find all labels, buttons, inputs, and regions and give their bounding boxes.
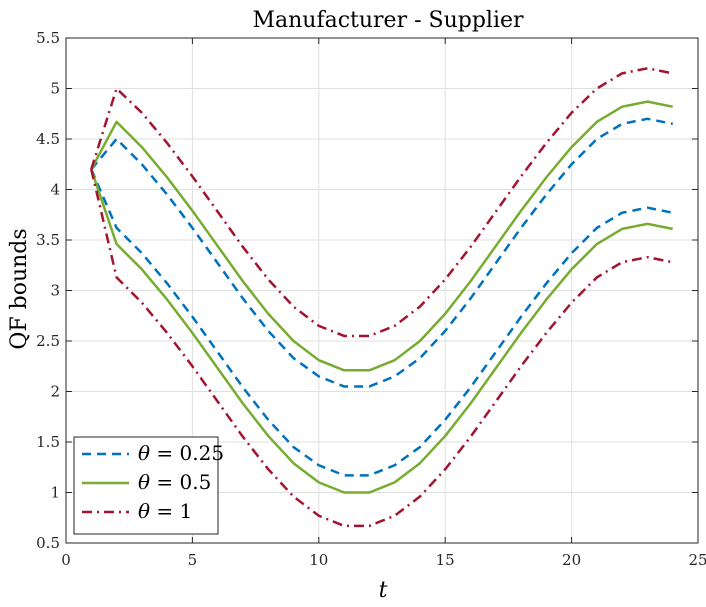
x-tick-label: 15 xyxy=(436,551,455,569)
series-line-3-lower xyxy=(90,169,673,528)
legend-value: = 0.5 xyxy=(150,470,211,494)
y-tick-label: 2 xyxy=(50,383,60,401)
legend-symbol: θ xyxy=(138,441,150,465)
x-tick-label: 0 xyxy=(61,551,71,569)
legend: θ = 0.25θ = 0.5θ = 1 xyxy=(73,436,224,535)
legend-label: θ = 0.5 xyxy=(138,470,211,494)
y-tick-label: 1.5 xyxy=(36,433,60,451)
y-tick-label: 3.5 xyxy=(36,231,60,249)
series-layer xyxy=(90,67,673,528)
legend-value: = 0.25 xyxy=(150,441,224,465)
chart-title: Manufacturer - Supplier xyxy=(252,8,524,33)
legend-label: θ = 0.25 xyxy=(138,441,224,465)
y-tick-label: 5.5 xyxy=(36,29,60,47)
y-tick-label: 5 xyxy=(50,80,60,98)
legend-label: θ = 1 xyxy=(138,499,192,523)
y-tick-label: 1 xyxy=(50,484,60,502)
legend-symbol: θ xyxy=(138,499,150,523)
legend-symbol: θ xyxy=(138,470,150,494)
y-tick-label: 0.5 xyxy=(36,534,60,552)
x-tick-label: 5 xyxy=(188,551,198,569)
series-line-3-upper xyxy=(90,67,673,338)
x-tick-label: 20 xyxy=(562,551,581,569)
x-tick-label: 25 xyxy=(688,551,706,569)
y-tick-label: 4.5 xyxy=(36,130,60,148)
y-tick-label: 4 xyxy=(50,181,60,199)
y-tick-label: 2.5 xyxy=(36,332,60,350)
series-line-2-upper xyxy=(90,100,673,372)
x-tick-label: 10 xyxy=(309,551,328,569)
series-line-2-lower xyxy=(90,168,673,494)
y-tick-label: 3 xyxy=(50,282,60,300)
series-line-1-lower xyxy=(90,168,673,477)
axis-ticks: 0 5 10 15 20 25 0.5 1 1.5 2 2.5 3 3.5 4 4.5 5 5.5 xyxy=(36,29,706,569)
y-axis-label: QF bounds xyxy=(7,228,32,349)
legend-value: = 1 xyxy=(150,499,192,523)
x-axis-label: t xyxy=(379,578,388,603)
